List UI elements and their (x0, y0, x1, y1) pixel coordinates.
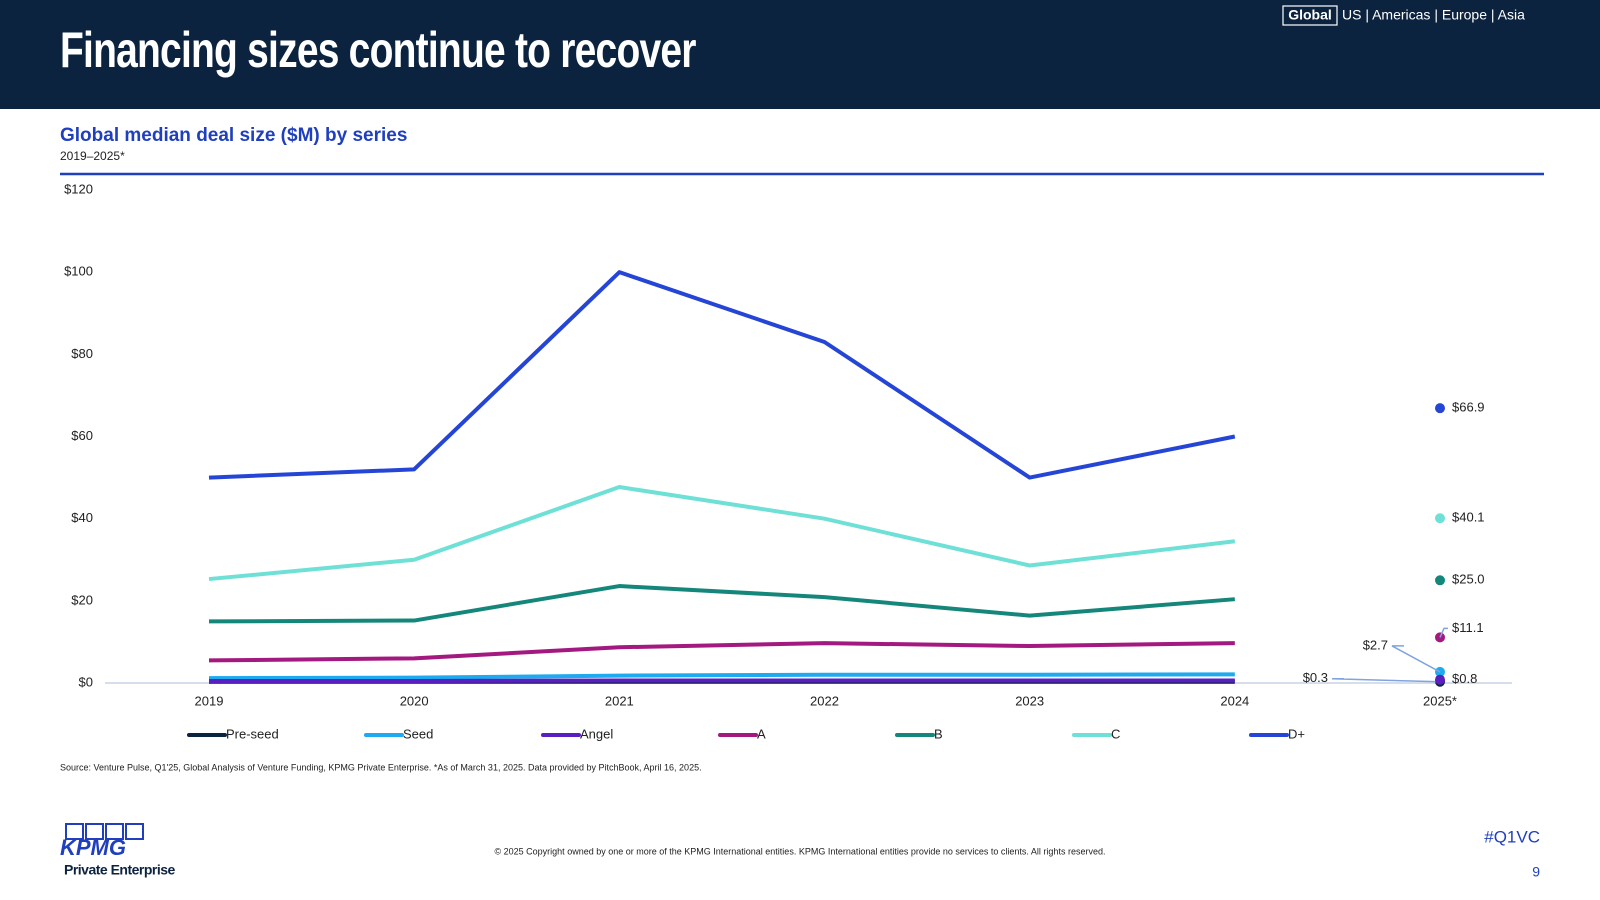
copyright: © 2025 Copyright owned by one or more of… (495, 846, 1106, 856)
x-tick-label: 2022 (810, 693, 839, 708)
logo-sub: Private Enterprise (64, 862, 176, 878)
legend-label: Pre-seed (226, 726, 279, 741)
logo-box (125, 823, 144, 840)
page-number: 9 (1532, 864, 1540, 880)
legend-label: Angel (580, 726, 613, 741)
x-tick-label: 2025* (1423, 693, 1457, 708)
final-point (1435, 674, 1445, 685)
legend-label: Seed (403, 726, 433, 741)
data-label: $2.7 (1363, 637, 1388, 652)
x-tick-label: 2020 (400, 693, 429, 708)
data-label: $11.1 (1452, 620, 1484, 635)
label-leader (1331, 678, 1441, 683)
y-tick-label: $120 (64, 181, 93, 196)
logo: KPMG Private Enterprise (60, 823, 176, 878)
legend-label: C (1111, 726, 1120, 741)
legend-label: B (934, 726, 943, 741)
x-tick-label: 2024 (1220, 693, 1249, 708)
series-line (208, 641, 1235, 663)
nav-active[interactable]: Global (1288, 7, 1332, 23)
data-label: $40.1 (1452, 510, 1485, 525)
y-tick-label: $40 (71, 510, 93, 525)
logo-box (85, 823, 104, 840)
data-label: $66.9 (1452, 400, 1485, 415)
chart-subtitle: 2019–2025* (60, 149, 125, 163)
label-leader (1439, 627, 1448, 638)
y-tick-label: $100 (64, 264, 93, 279)
hashtag: #Q1VC (1484, 827, 1540, 846)
series-line (208, 584, 1235, 624)
series-line (208, 485, 1236, 582)
y-tick-label: $80 (71, 346, 93, 361)
y-tick-label: $60 (71, 428, 93, 443)
page-title: Financing sizes continue to recover (60, 21, 696, 78)
x-tick-label: 2021 (605, 693, 634, 708)
logo-box (105, 823, 124, 840)
final-point (1435, 575, 1445, 586)
legend-label: A (757, 726, 766, 741)
series-line (208, 672, 1235, 681)
label-leader (1391, 645, 1441, 673)
chart-title: Global median deal size ($M) by series (60, 125, 407, 146)
final-point (1435, 513, 1445, 524)
x-tick-label: 2019 (195, 693, 224, 708)
logo-box (65, 823, 84, 840)
source-note: Source: Venture Pulse, Q1'25, Global Ana… (60, 762, 702, 772)
final-point (1435, 403, 1445, 414)
x-tick-label: 2023 (1015, 693, 1044, 708)
data-label: $0.8 (1452, 671, 1477, 686)
logo-text: KPMG (60, 835, 126, 860)
y-tick-label: $0 (79, 674, 93, 689)
series-line (208, 270, 1236, 480)
legend-label: D+ (1288, 726, 1305, 741)
nav-links[interactable]: US | Americas | Europe | Asia (1342, 7, 1525, 23)
y-tick-label: $20 (71, 592, 93, 607)
header-band (0, 0, 1600, 109)
nav-active-box (1282, 5, 1338, 26)
data-label: $25.0 (1452, 572, 1485, 587)
data-label: $0.3 (1303, 670, 1328, 685)
